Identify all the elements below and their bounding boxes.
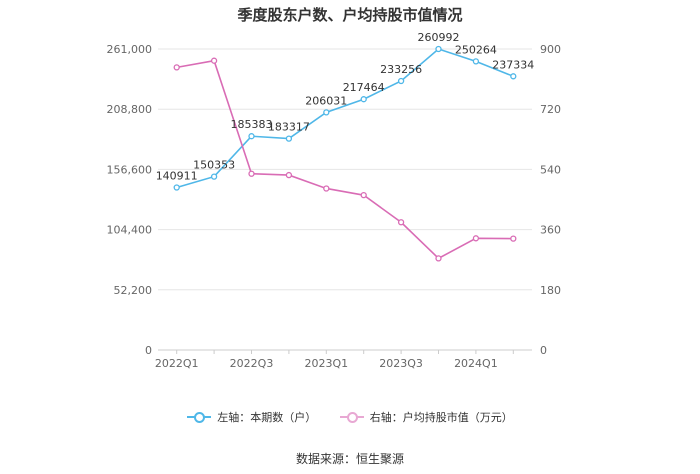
legend-label-households: 左轴：本期数（户） (217, 411, 317, 424)
legend-marker-households-icon (187, 412, 212, 423)
data-label: 233256 (380, 63, 422, 76)
right-axis-tick-label: 720 (540, 103, 561, 116)
left-axis-tick-label: 52,200 (114, 284, 153, 297)
legend-item-market-value[interactable]: 右轴：户均持股市值（万元） (339, 409, 513, 425)
data-point-0[interactable] (285, 135, 293, 142)
series-line-1 (176, 59, 514, 260)
data-point-0[interactable] (173, 184, 180, 191)
left-axis-tick-label: 208,800 (107, 103, 153, 116)
right-axis-tick-label: 900 (540, 43, 561, 56)
data-point-0[interactable] (435, 45, 442, 53)
data-point-0[interactable] (323, 109, 330, 116)
data-label: 250264 (455, 43, 497, 56)
series-line-0 (176, 48, 514, 189)
data-point-1[interactable] (472, 235, 480, 242)
left-axis-tick-label: 261,000 (107, 43, 153, 56)
x-axis-tick-label: 2022Q3 (230, 357, 274, 370)
data-label: 183317 (268, 121, 310, 134)
data-point-1[interactable] (173, 64, 180, 71)
legend-marker-market-value-icon (339, 412, 364, 423)
data-point-1[interactable] (510, 235, 517, 242)
data-point-1[interactable] (360, 192, 367, 199)
data-label: 140911 (156, 169, 198, 182)
data-point-0[interactable] (210, 173, 218, 180)
left-axis-tick-label: 156,600 (107, 163, 153, 176)
legend: 左轴：本期数（户） 右轴：户均持股市值（万元） (0, 409, 700, 425)
data-point-0[interactable] (472, 58, 480, 65)
data-point-1[interactable] (435, 255, 442, 262)
legend-label-market-value: 右轴：户均持股市值（万元） (369, 411, 513, 424)
data-label: 150353 (193, 159, 235, 172)
left-axis-tick-label: 104,400 (107, 224, 153, 237)
data-point-1[interactable] (323, 185, 330, 192)
right-axis-tick-label: 0 (540, 344, 547, 357)
data-point-0[interactable] (248, 133, 255, 140)
data-point-0[interactable] (360, 96, 367, 103)
data-label: 206031 (305, 94, 347, 107)
right-axis-tick-label: 540 (540, 163, 561, 176)
axes: 0 52,200 104,400 156,600 208,800 261,000 0 180 3… (107, 43, 562, 370)
legend-item-households[interactable]: 左轴：本期数（户） (187, 409, 316, 425)
data-label: 185383 (231, 118, 273, 131)
x-axis-tick-label: 2023Q3 (379, 357, 423, 370)
left-axis-tick-label: 0 (145, 344, 152, 357)
data-point-1[interactable] (285, 171, 293, 179)
data-label: 260992 (418, 31, 460, 44)
chart-title: 季度股东户数、户均持股市值情况 (237, 6, 463, 24)
x-axis-tick-label: 2023Q1 (304, 357, 348, 370)
data-point-1[interactable] (248, 170, 255, 177)
right-axis-tick-label: 180 (540, 284, 561, 297)
data-label: 237334 (492, 58, 534, 71)
data-label: 217464 (343, 81, 385, 94)
data-point-0[interactable] (397, 77, 405, 85)
x-axis-tick-label: 2022Q1 (155, 357, 199, 370)
right-axis-tick-label: 360 (540, 224, 561, 237)
grid-lines (158, 48, 532, 351)
data-point-1[interactable] (210, 57, 218, 64)
data-point-0[interactable] (510, 73, 517, 80)
data-point-1[interactable] (397, 219, 405, 226)
x-axis-tick-label: 2024Q1 (454, 357, 498, 370)
data-source: 数据来源：恒生聚源 (295, 452, 404, 466)
series-lines (173, 45, 517, 262)
